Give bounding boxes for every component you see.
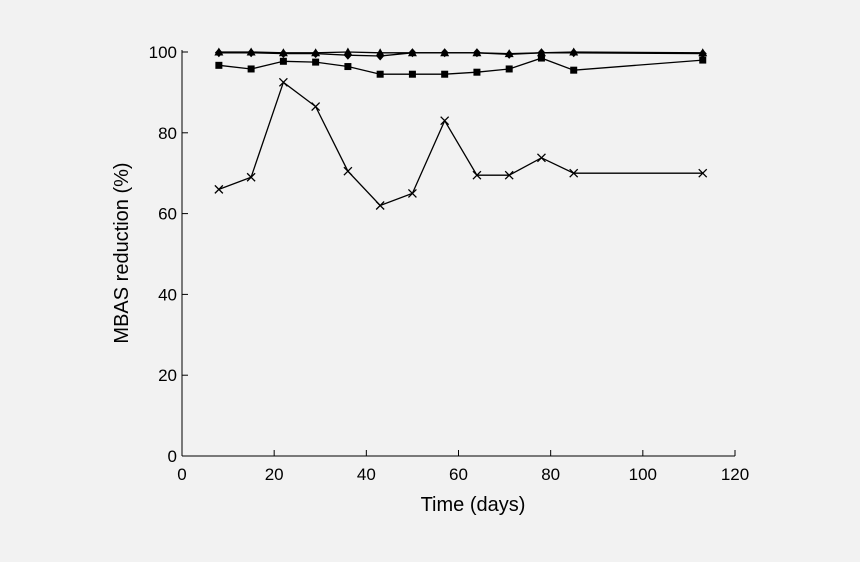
data-point-diamond bbox=[343, 50, 352, 60]
data-point-diamond bbox=[698, 49, 707, 59]
y-tick-label: 60 bbox=[158, 205, 177, 224]
data-point-x bbox=[246, 172, 256, 182]
data-point-x bbox=[536, 153, 546, 163]
series-square bbox=[215, 54, 707, 78]
data-point-square bbox=[408, 70, 416, 78]
series-diamond bbox=[214, 48, 707, 61]
data-point-x bbox=[569, 168, 579, 178]
data-point-square bbox=[537, 54, 545, 62]
series-x bbox=[214, 77, 708, 210]
ticks: 0 20 40 60 80 100 120 0 20 40 60 80 100 bbox=[149, 43, 750, 484]
data-point-square bbox=[215, 61, 223, 69]
x-tick-label: 100 bbox=[629, 465, 657, 484]
data-point-square bbox=[699, 56, 707, 64]
data-point-diamond bbox=[376, 51, 385, 61]
series-line bbox=[218, 57, 703, 75]
data-point-square bbox=[312, 58, 320, 66]
x-tick-label: 0 bbox=[177, 465, 186, 484]
data-point-x bbox=[278, 77, 288, 87]
data-point-diamond bbox=[311, 49, 320, 59]
x-tick-label: 80 bbox=[541, 465, 560, 484]
data-point-diamond bbox=[214, 48, 223, 58]
data-point-square bbox=[279, 57, 287, 65]
data-point-diamond bbox=[247, 48, 256, 58]
y-tick-label: 40 bbox=[158, 285, 177, 304]
y-tick-label: 0 bbox=[168, 447, 177, 466]
data-point-square bbox=[247, 65, 255, 73]
data-point-x bbox=[472, 170, 482, 180]
data-point-x bbox=[375, 201, 385, 210]
y-axis-label: MBAS reduction (%) bbox=[111, 162, 133, 343]
axes bbox=[181, 50, 735, 457]
data-point-square bbox=[344, 63, 352, 71]
data-point-square bbox=[505, 65, 513, 73]
data-point-square bbox=[473, 68, 481, 76]
series-layer bbox=[214, 47, 708, 210]
data-point-x bbox=[214, 184, 224, 194]
series-line bbox=[218, 81, 703, 207]
data-point-x bbox=[343, 166, 353, 176]
data-point-x bbox=[311, 102, 321, 111]
data-point-diamond bbox=[472, 48, 481, 58]
x-tick-label: 120 bbox=[721, 465, 749, 484]
data-point-square bbox=[376, 70, 384, 78]
data-point-square bbox=[441, 70, 449, 78]
x-axis-label: Time (days) bbox=[421, 494, 526, 516]
data-point-diamond bbox=[569, 48, 578, 58]
series-line bbox=[218, 52, 703, 57]
y-tick-label: 100 bbox=[149, 43, 177, 62]
y-tick-label: 80 bbox=[158, 124, 177, 143]
x-tick-label: 40 bbox=[357, 465, 376, 484]
data-point-diamond bbox=[440, 48, 449, 58]
y-tick-label: 20 bbox=[158, 366, 177, 385]
data-point-x bbox=[407, 188, 417, 198]
data-point-square bbox=[570, 66, 578, 74]
data-point-x bbox=[440, 116, 450, 126]
data-point-x bbox=[698, 168, 708, 178]
x-tick-label: 60 bbox=[449, 465, 468, 484]
x-tick-label: 20 bbox=[265, 465, 284, 484]
data-point-diamond bbox=[505, 49, 514, 59]
data-point-diamond bbox=[279, 49, 288, 59]
data-point-x bbox=[504, 170, 514, 180]
data-point-diamond bbox=[408, 48, 417, 58]
